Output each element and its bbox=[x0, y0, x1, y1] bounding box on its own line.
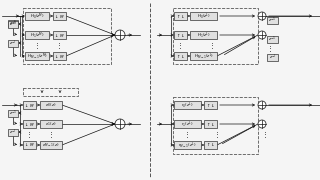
Bar bbox=[8, 129, 18, 136]
Text: ⋮: ⋮ bbox=[55, 42, 62, 48]
Text: $z^{-l}$: $z^{-l}$ bbox=[9, 39, 17, 48]
Text: $\downarrow M$: $\downarrow M$ bbox=[54, 31, 65, 39]
Bar bbox=[23, 8, 111, 64]
Text: $\downarrow M$: $\downarrow M$ bbox=[24, 102, 35, 109]
Bar bbox=[40, 141, 62, 149]
Bar bbox=[190, 52, 217, 60]
Bar bbox=[190, 12, 217, 20]
Bar bbox=[174, 141, 201, 149]
Text: ⋮: ⋮ bbox=[261, 132, 268, 138]
Bar bbox=[173, 97, 258, 154]
Text: $H_0(z^L)$: $H_0(z^L)$ bbox=[196, 11, 211, 21]
Text: $r_1(z^L)$: $r_1(z^L)$ bbox=[181, 119, 194, 129]
Bar bbox=[53, 12, 66, 20]
Text: $z^{-l}$: $z^{-l}$ bbox=[9, 128, 17, 137]
Bar bbox=[267, 36, 278, 43]
Text: $z^{-1}$: $z^{-1}$ bbox=[9, 19, 17, 28]
Text: $H_1(z^M)$: $H_1(z^M)$ bbox=[29, 30, 44, 40]
Bar bbox=[174, 52, 187, 60]
Text: ⋮: ⋮ bbox=[26, 132, 33, 138]
Text: $z^{-1}$: $z^{-1}$ bbox=[268, 35, 277, 44]
Bar bbox=[23, 88, 78, 96]
Bar bbox=[8, 21, 18, 28]
Text: $\downarrow M$: $\downarrow M$ bbox=[54, 12, 65, 19]
Bar bbox=[174, 120, 201, 128]
Text: $r_0(z^L)$: $r_0(z^L)$ bbox=[181, 100, 194, 110]
Bar bbox=[204, 101, 217, 109]
Text: ⋮: ⋮ bbox=[209, 42, 215, 48]
Bar bbox=[40, 101, 62, 109]
Bar bbox=[25, 31, 49, 39]
Text: $\downarrow M$: $\downarrow M$ bbox=[24, 120, 35, 127]
Text: ⋮: ⋮ bbox=[177, 42, 183, 48]
Bar bbox=[267, 54, 278, 61]
Bar bbox=[8, 20, 18, 27]
Text: $H_1(z^L)$: $H_1(z^L)$ bbox=[196, 30, 211, 40]
Text: $\uparrow L$: $\uparrow L$ bbox=[206, 141, 215, 148]
Bar bbox=[174, 31, 187, 39]
Text: ⋮: ⋮ bbox=[47, 132, 54, 138]
Text: $e_1(z)$: $e_1(z)$ bbox=[45, 120, 57, 128]
Text: ⋮: ⋮ bbox=[267, 46, 274, 51]
Bar bbox=[23, 101, 36, 109]
Text: $H_{M-1}(z^L)$: $H_{M-1}(z^L)$ bbox=[194, 51, 213, 61]
Bar bbox=[53, 52, 66, 60]
Text: $z^{-1}$: $z^{-1}$ bbox=[268, 16, 277, 25]
Bar bbox=[23, 141, 36, 149]
Circle shape bbox=[115, 30, 125, 40]
Circle shape bbox=[258, 101, 266, 109]
Bar bbox=[8, 40, 18, 47]
Text: $z^{-1}$: $z^{-1}$ bbox=[9, 20, 17, 29]
Text: $\uparrow L$: $\uparrow L$ bbox=[176, 53, 185, 60]
Text: $z^{-1}$: $z^{-1}$ bbox=[9, 109, 17, 118]
Bar bbox=[173, 8, 258, 64]
Circle shape bbox=[258, 12, 266, 20]
Circle shape bbox=[115, 119, 125, 129]
Text: $e_{M-1}(z)$: $e_{M-1}(z)$ bbox=[42, 141, 60, 149]
Text: $H_{M-1}(z^M)$: $H_{M-1}(z^M)$ bbox=[27, 51, 47, 61]
Text: $z^{-l}$: $z^{-l}$ bbox=[269, 53, 276, 62]
Text: $\downarrow M$: $\downarrow M$ bbox=[24, 141, 35, 148]
Circle shape bbox=[258, 31, 266, 39]
Text: $e_0(z)$: $e_0(z)$ bbox=[45, 101, 57, 109]
Bar bbox=[267, 17, 278, 24]
Bar bbox=[190, 31, 217, 39]
Text: ⋮: ⋮ bbox=[183, 132, 190, 138]
Bar bbox=[40, 120, 62, 128]
Text: ⋮: ⋮ bbox=[34, 42, 41, 48]
Bar bbox=[53, 31, 66, 39]
Bar bbox=[25, 12, 49, 20]
Bar bbox=[204, 120, 217, 128]
Text: ⋮: ⋮ bbox=[213, 132, 220, 138]
Text: $H_0(z^M)$: $H_0(z^M)$ bbox=[29, 11, 44, 21]
Bar bbox=[174, 101, 201, 109]
Circle shape bbox=[258, 120, 266, 128]
Text: $\uparrow L$: $\uparrow L$ bbox=[206, 102, 215, 109]
Bar bbox=[23, 120, 36, 128]
Text: $\downarrow M$: $\downarrow M$ bbox=[54, 53, 65, 60]
Text: $\uparrow L$: $\uparrow L$ bbox=[176, 12, 185, 19]
Text: $\uparrow L$: $\uparrow L$ bbox=[206, 120, 215, 127]
Bar bbox=[174, 12, 187, 20]
Text: $\uparrow L$: $\uparrow L$ bbox=[176, 31, 185, 39]
Text: $r_{M-1}(z^L)$: $r_{M-1}(z^L)$ bbox=[178, 140, 197, 150]
Bar bbox=[204, 141, 217, 149]
Bar bbox=[8, 110, 18, 117]
Bar bbox=[25, 52, 49, 60]
